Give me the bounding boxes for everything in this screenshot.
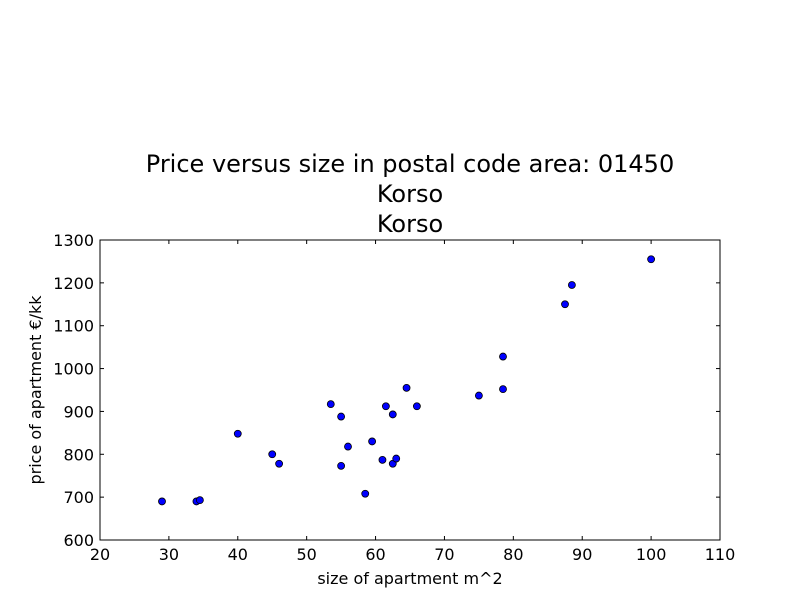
data-point: [275, 459, 284, 468]
data-point: [378, 455, 387, 464]
data-point: [647, 255, 656, 264]
x-tick-label: 20: [90, 545, 110, 564]
data-point: [474, 391, 483, 400]
x-tick-label: 30: [159, 545, 179, 564]
x-tick-label: 90: [572, 545, 592, 564]
axis-ticks: 20 30 40 50 60 70 80 90 100 110 600 700 800 900 1000 11…: [53, 231, 735, 564]
x-tick-label: 60: [365, 545, 385, 564]
data-point: [388, 410, 397, 419]
data-point: [499, 352, 507, 361]
data-point: [268, 450, 277, 459]
y-tick-label: 1200: [53, 274, 94, 293]
chart-title-line-3: Korso: [377, 210, 443, 238]
y-tick-label: 800: [63, 445, 94, 464]
x-tick-label: 110: [705, 545, 736, 564]
data-point: [158, 497, 166, 506]
data-point: [412, 402, 421, 411]
x-tick-label: 50: [296, 545, 316, 564]
data-point: [233, 429, 242, 438]
data-point: [361, 489, 370, 498]
chart-title: Price versus size in postal code area: 0…: [146, 150, 674, 238]
y-tick-label: 1100: [53, 317, 94, 336]
data-point: [368, 437, 377, 446]
data-point: [337, 461, 346, 470]
y-tick-label: 600: [63, 531, 94, 550]
x-tick-label: 40: [228, 545, 248, 564]
data-points: [158, 255, 656, 506]
chart-title-line-1: Price versus size in postal code area: 0…: [146, 150, 674, 178]
y-tick-label: 1300: [53, 231, 94, 250]
data-point: [561, 300, 569, 309]
x-tick-label: 100: [636, 545, 667, 564]
chart-title-line-2: Korso: [377, 180, 443, 208]
x-tick-label: 70: [434, 545, 454, 564]
plot-area-frame: [99, 239, 721, 541]
y-tick-label: 700: [63, 488, 94, 507]
data-point: [392, 454, 401, 463]
data-point: [567, 281, 576, 289]
y-axis-label: price of apartment €/kk: [26, 295, 45, 485]
data-point: [402, 383, 411, 392]
x-tick-label: 80: [503, 545, 523, 564]
y-tick-label: 900: [63, 402, 94, 421]
data-point: [344, 442, 352, 451]
data-point: [499, 385, 507, 394]
data-point: [381, 402, 390, 411]
data-point: [326, 400, 335, 409]
x-axis-label: size of apartment m^2: [317, 569, 502, 588]
y-tick-label: 1000: [53, 360, 94, 379]
data-point: [195, 496, 204, 505]
data-point: [337, 412, 346, 421]
